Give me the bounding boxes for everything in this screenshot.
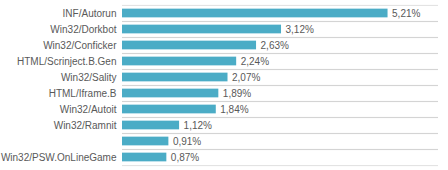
svg-text:Win32/Dorkbot: Win32/Dorkbot bbox=[50, 24, 116, 35]
svg-text:3,12%: 3,12% bbox=[286, 24, 314, 35]
svg-text:HTML/Scrinject.B.Gen: HTML/Scrinject.B.Gen bbox=[17, 56, 116, 67]
svg-text:1,84%: 1,84% bbox=[220, 104, 248, 115]
svg-text:Win32/Autoit: Win32/Autoit bbox=[60, 104, 117, 115]
svg-text:INF/Autorun: INF/Autorun bbox=[63, 8, 117, 19]
svg-text:2,24%: 2,24% bbox=[241, 56, 269, 67]
svg-text:Win32/Sality: Win32/Sality bbox=[61, 72, 117, 83]
svg-text:2,63%: 2,63% bbox=[261, 40, 289, 51]
svg-text:0,87%: 0,87% bbox=[171, 152, 199, 163]
svg-text:1,12%: 1,12% bbox=[184, 120, 212, 131]
svg-text:5,21%: 5,21% bbox=[392, 8, 420, 19]
svg-text:2,07%: 2,07% bbox=[232, 72, 260, 83]
svg-text:HTML/Iframe.B: HTML/Iframe.B bbox=[49, 88, 117, 99]
svg-text:1,89%: 1,89% bbox=[223, 88, 251, 99]
svg-text:Win32/PSW.OnLineGame: Win32/PSW.OnLineGame bbox=[1, 152, 117, 163]
svg-text:Win32/Ramnit: Win32/Ramnit bbox=[54, 120, 117, 131]
svg-text:0,91%: 0,91% bbox=[173, 136, 201, 147]
svg-text:Win32/Conficker: Win32/Conficker bbox=[43, 40, 117, 51]
